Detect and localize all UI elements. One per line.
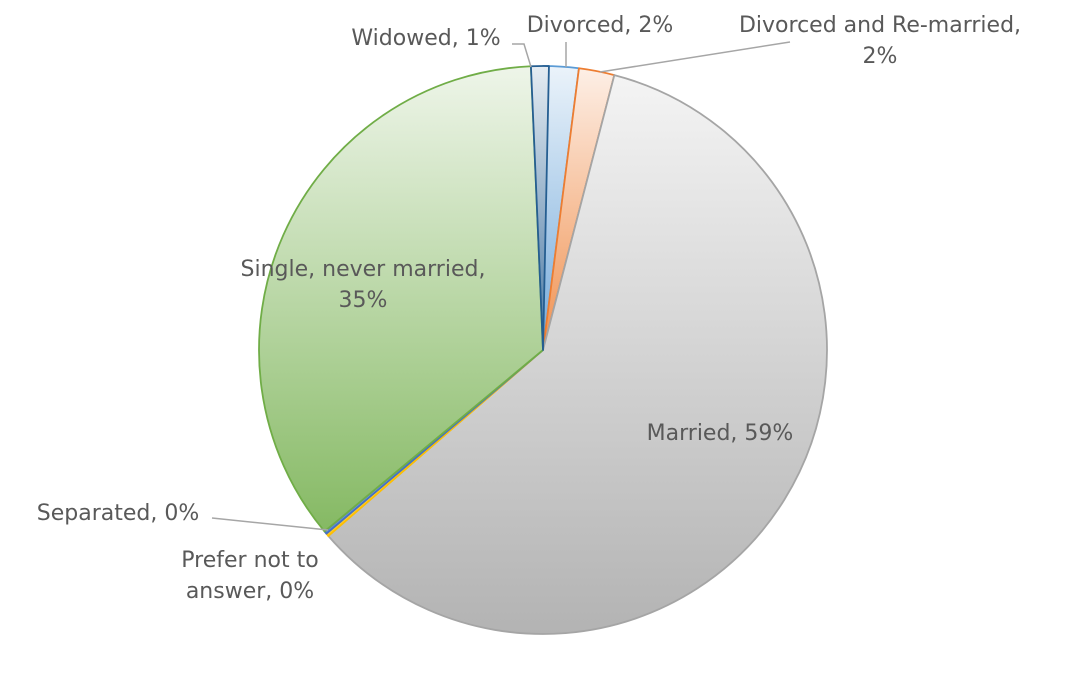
data-label-divorced-remarried: Divorced and Re-married, 2%	[739, 13, 1021, 69]
leader-line-separated	[211, 517, 329, 531]
leader-line-widowed	[512, 43, 532, 68]
pie-slice-single-never-married	[258, 65, 544, 533]
data-labels-layer: Divorced, 2% Divorced and Re-married, 2% …	[37, 13, 1021, 604]
data-label-prefer-not-to-answer: Prefer not to answer, 0%	[181, 548, 318, 604]
data-label-single-never-married: Single, never married, 35%	[241, 257, 486, 313]
leader-lines-layer	[211, 41, 791, 531]
slices-layer	[258, 65, 828, 635]
data-label-separated: Separated, 0%	[37, 501, 200, 526]
data-label-married: Married, 59%	[647, 421, 794, 446]
pie-slice-married	[327, 74, 828, 635]
leader-line-divorced-remarried	[599, 41, 791, 73]
data-label-divorced: Divorced, 2%	[527, 13, 674, 38]
data-label-widowed: Widowed, 1%	[351, 26, 500, 51]
